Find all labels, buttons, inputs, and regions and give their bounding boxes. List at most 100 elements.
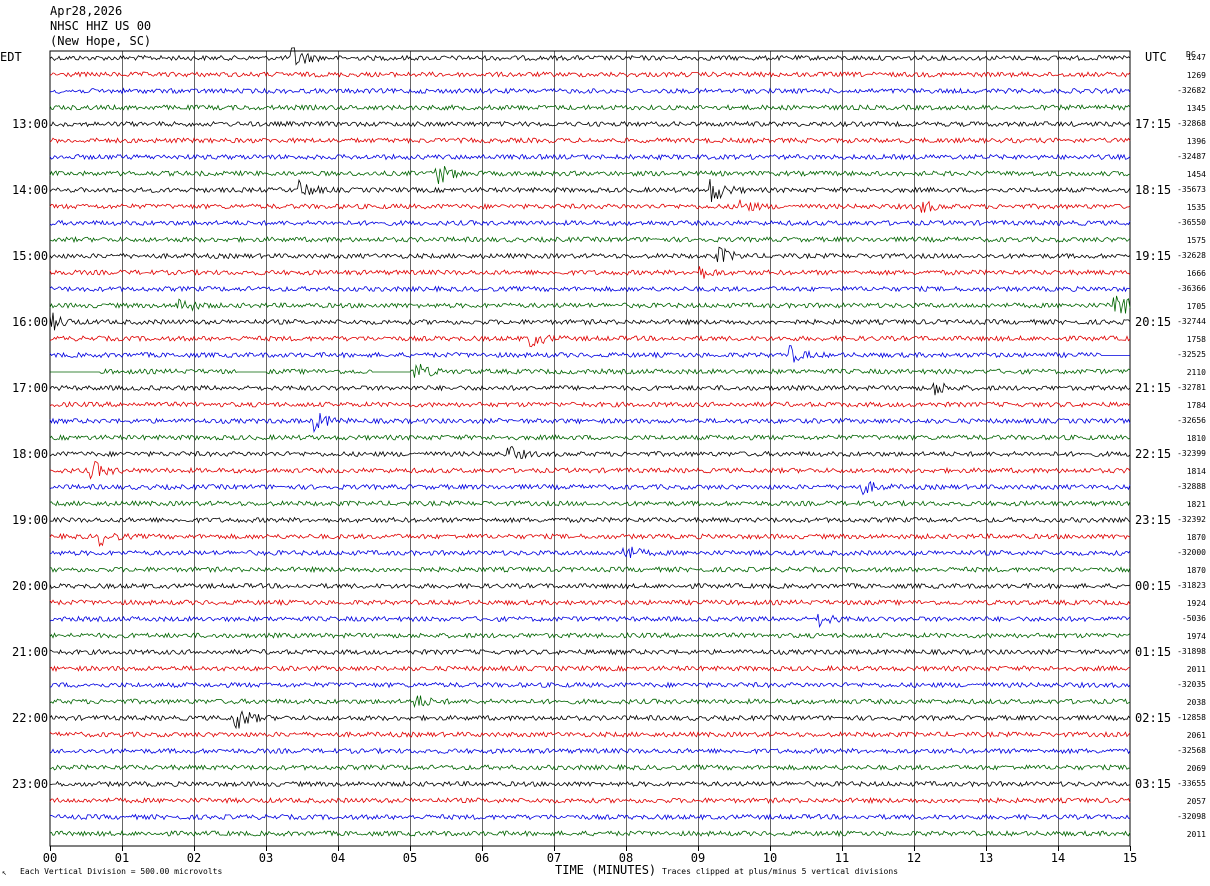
x-tick-label: 05 <box>402 851 418 865</box>
trace-line-22 <box>49 412 1131 434</box>
left-hour-label: 14:00 <box>12 183 49 197</box>
right-hour-label: 19:15 <box>1135 249 1172 263</box>
x-tick-label: 01 <box>114 851 130 865</box>
dc-offset-header: DC <box>1186 50 1196 59</box>
dc-offset-label: -36550 <box>1177 218 1206 227</box>
dc-offset-label: 1784 <box>1186 400 1206 410</box>
left-hour-label: 21:00 <box>12 645 49 659</box>
dc-offset-label: -32656 <box>1177 416 1206 425</box>
trace-line-16 <box>49 312 1131 331</box>
trace-line-45 <box>49 796 1131 805</box>
x-tick-label: 04 <box>330 851 346 865</box>
left-hour-label: 13:00 <box>12 117 49 131</box>
x-tick-label: 02 <box>186 851 202 865</box>
left-hour-label: 23:00 <box>12 777 49 791</box>
dc-offset-label: -36366 <box>1177 284 1206 293</box>
x-tick-label: 12 <box>906 851 922 865</box>
dc-offset-label: -31823 <box>1177 581 1206 590</box>
left-hour-label: 17:00 <box>12 381 49 395</box>
dc-offset-label: -32868 <box>1177 119 1206 128</box>
trace-line-32 <box>49 582 1131 590</box>
trace-line-37 <box>49 665 1131 673</box>
trace-line-29 <box>49 532 1131 548</box>
trace-line-15 <box>49 295 1131 314</box>
dc-offset-label: 1870 <box>1186 532 1206 542</box>
trace-line-30 <box>49 546 1131 558</box>
dc-offset-label: -32682 <box>1177 86 1206 95</box>
dc-offset-label: -31898 <box>1177 647 1206 656</box>
dc-offset-label: 2011 <box>1186 664 1206 674</box>
left-hour-label: 15:00 <box>12 249 49 263</box>
left-timezone-label: EDT <box>0 50 22 64</box>
left-hour-label: 19:00 <box>12 513 49 527</box>
trace-line-6 <box>49 153 1131 161</box>
record-date: Apr28,2026 <box>50 4 123 18</box>
x-tick-label: 14 <box>1050 851 1066 865</box>
trace-line-19 <box>50 363 1131 378</box>
trace-line-40 <box>49 710 1131 730</box>
left-hour-label: 18:00 <box>12 447 49 461</box>
trace-line-2 <box>49 87 1131 95</box>
dc-offset-label: 1814 <box>1186 466 1206 476</box>
x-tick-label: 06 <box>474 851 490 865</box>
trace-line-23 <box>49 434 1131 441</box>
trace-line-5 <box>49 137 1131 145</box>
trace-line-17 <box>49 334 1131 348</box>
dc-offset-label: 1810 <box>1186 433 1206 443</box>
dc-offset-label: -32399 <box>1177 449 1206 458</box>
x-tick-label: 08 <box>618 851 634 865</box>
trace-line-43 <box>49 763 1131 772</box>
x-tick-label: 11 <box>834 851 850 865</box>
right-hour-label: 23:15 <box>1135 513 1172 527</box>
scale-note: Each Vertical Division = 500.00 microvol… <box>20 867 223 876</box>
right-hour-label: 18:15 <box>1135 183 1172 197</box>
trace-line-7 <box>49 166 1131 184</box>
dc-offset-label: 1575 <box>1186 235 1206 245</box>
dc-offset-label: -12858 <box>1177 713 1206 722</box>
trace-line-24 <box>49 445 1131 460</box>
right-hour-label: 21:15 <box>1135 381 1172 395</box>
plot-grid <box>49 50 1131 851</box>
dc-offset-label: -35673 <box>1177 185 1206 194</box>
x-tick-label: 09 <box>690 851 706 865</box>
trace-line-25 <box>49 460 1131 480</box>
dc-offset-label: -32568 <box>1177 746 1206 755</box>
right-hour-label: 03:15 <box>1135 777 1172 791</box>
trace-line-39 <box>49 695 1131 709</box>
trace-line-9 <box>49 199 1131 213</box>
left-hour-label: 16:00 <box>12 315 49 329</box>
x-tick-label: 03 <box>258 851 274 865</box>
x-tick-label: 15 <box>1122 851 1138 865</box>
station-code: NHSC HHZ US 00 <box>50 19 152 33</box>
dc-offset-label: 1666 <box>1186 268 1206 278</box>
trace-line-42 <box>49 747 1131 755</box>
right-hour-label: 22:15 <box>1135 447 1172 461</box>
right-timezone-label: UTC <box>1145 50 1167 64</box>
dc-offset-label: 2110 <box>1186 367 1206 377</box>
trace-line-21 <box>49 401 1131 408</box>
dc-offset-label: 2011 <box>1186 829 1206 839</box>
trace-line-35 <box>49 632 1131 639</box>
dc-offset-label: 1705 <box>1186 301 1206 311</box>
dc-offset-label: -32392 <box>1177 515 1206 524</box>
left-hour-label: 20:00 <box>12 579 49 593</box>
trace-line-20 <box>49 381 1131 396</box>
clip-note: Traces clipped at plus/minus 5 vertical … <box>662 867 899 876</box>
trace-line-14 <box>49 285 1131 293</box>
trace-line-41 <box>49 730 1131 738</box>
trace-line-26 <box>49 480 1131 496</box>
dc-offset-label: -32744 <box>1177 317 1206 326</box>
trace-line-11 <box>49 235 1131 244</box>
dc-offset-label: 2061 <box>1186 730 1206 740</box>
dc-offset-label: 1974 <box>1186 631 1206 641</box>
trace-line-4 <box>49 120 1131 128</box>
dc-offset-label: -33655 <box>1177 779 1206 788</box>
right-hour-label: 02:15 <box>1135 711 1172 725</box>
dc-offset-label: 2038 <box>1186 697 1206 707</box>
trace-line-33 <box>49 598 1131 607</box>
dc-offset-label: 1821 <box>1186 499 1206 509</box>
trace-line-13 <box>49 266 1131 279</box>
trace-line-38 <box>49 681 1131 689</box>
dc-offset-label: 1396 <box>1186 136 1206 146</box>
dc-offset-label: -32628 <box>1177 251 1206 260</box>
